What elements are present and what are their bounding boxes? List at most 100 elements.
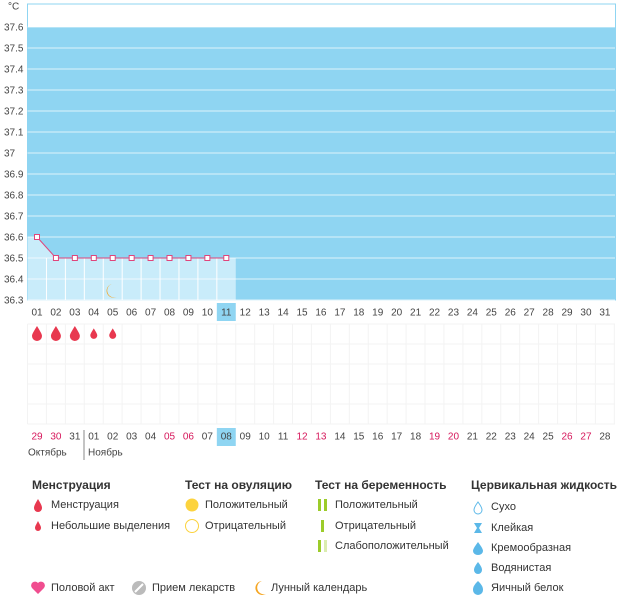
x-tick-label: 01	[31, 308, 43, 319]
cycle-day-label: 17	[391, 432, 403, 443]
cycle-day-label: 12	[296, 432, 308, 443]
x-tick-label: 16	[315, 308, 327, 319]
legend-item: Слабоположительный	[335, 540, 449, 552]
legend-icon	[473, 542, 483, 555]
y-tick-label: 36.4	[4, 275, 24, 286]
legend-title: Тест на беременность	[315, 478, 446, 492]
legend-item: Половой акт	[51, 582, 115, 594]
legend-item: Лунный календарь	[271, 582, 368, 594]
point	[223, 255, 230, 261]
legend-icon	[474, 562, 482, 574]
y-tick-label: 36.6	[4, 233, 24, 244]
point	[34, 234, 40, 240]
x-tick-label: 21	[410, 308, 422, 319]
cycle-day-label: 26	[561, 432, 573, 443]
cycle-day-label: 27	[580, 432, 592, 443]
cycle-day-label: 30	[50, 432, 62, 443]
legend-item: Яичный белок	[491, 582, 564, 594]
legend-icon	[474, 523, 482, 533]
point	[204, 255, 211, 261]
x-tick-label: 14	[278, 308, 290, 319]
area	[27, 237, 236, 300]
cycle-day-label: 20	[448, 432, 460, 443]
y-tick-label: 36.3	[4, 296, 24, 307]
x-tick-label: 23	[448, 308, 460, 319]
x-tick-label: 26	[505, 308, 517, 319]
cycle-day-label: 16	[372, 432, 384, 443]
cycle-day-label: 28	[599, 432, 611, 443]
legend-item: Положительный	[335, 499, 418, 511]
x-tick-label: 29	[561, 308, 573, 319]
cycle-day-label: 10	[259, 432, 271, 443]
x-tick-label: 18	[353, 308, 365, 319]
y-tick-label: 37.6	[4, 23, 24, 34]
legend-icon	[185, 498, 199, 512]
legend-item: Положительный	[205, 499, 288, 511]
y-tick-label: 37.3	[4, 86, 24, 97]
legend: Менструация Менструация Небольшие выделе…	[31, 478, 617, 595]
cycle-day-label: 19	[429, 432, 441, 443]
x-tick-label: 28	[543, 308, 555, 319]
cycle-day-label: 13	[315, 432, 327, 443]
cycle-day-label: 02	[107, 432, 119, 443]
cycle-day-label: 08	[221, 432, 233, 443]
legend-icon	[324, 540, 327, 552]
x-tick-label: 30	[580, 308, 592, 319]
x-tick-label: 13	[259, 308, 271, 319]
point	[71, 255, 78, 261]
day-highlight	[216, 303, 236, 321]
cycle-day-label: 04	[145, 432, 157, 443]
y-tick-label: 36.9	[4, 170, 24, 181]
y-tick-label: 37.2	[4, 107, 24, 118]
x-tick-label: 25	[486, 308, 498, 319]
legend-title: Менструация	[32, 478, 111, 492]
legend-title: Цервикальная жидкость	[471, 478, 617, 492]
legend-item: Прием лекарств	[152, 582, 235, 594]
y-axis-label: °C	[8, 2, 19, 13]
legend-item: Небольшие выделения	[51, 520, 170, 532]
legend-icon	[473, 581, 483, 595]
cycle-day-label: 14	[334, 432, 346, 443]
cycle-day-label: 03	[126, 432, 138, 443]
x-tick-label: 15	[296, 308, 308, 319]
cycle-day-label: 05	[164, 432, 176, 443]
x-tick-label: 02	[50, 308, 62, 319]
cycle-day-label: 15	[353, 432, 365, 443]
point	[147, 255, 154, 261]
y-tick-label: 37.4	[4, 65, 24, 76]
month-label: Октябрь	[28, 447, 67, 459]
menstruation-drop	[109, 328, 117, 339]
legend-icon	[34, 499, 42, 512]
x-tick-label: 12	[240, 308, 252, 319]
x-tick-label: 07	[145, 308, 157, 319]
cycle-day-label: 07	[202, 432, 214, 443]
point	[185, 255, 192, 261]
legend-icon	[473, 501, 483, 515]
point	[52, 255, 59, 261]
y-tick-label: 36.8	[4, 191, 24, 202]
y-tick-label: 37.5	[4, 44, 24, 55]
cycle-day-label: 25	[543, 432, 555, 443]
legend-icon	[255, 581, 266, 595]
legend-item: Отрицательный	[335, 520, 416, 532]
cycle-day-label: 22	[486, 432, 498, 443]
month-label: Ноябрь	[88, 447, 123, 459]
legend-icon	[318, 499, 321, 511]
legend-title: Тест на овуляцию	[185, 478, 292, 492]
cycle-day-label: 11	[278, 432, 289, 443]
x-tick-label: 10	[202, 308, 214, 319]
cycle-day-label: 24	[524, 432, 536, 443]
x-tick-label: 08	[164, 308, 176, 319]
legend-item: Кремообразная	[491, 542, 571, 554]
legend-item: Сухо	[491, 501, 516, 513]
x-tick-label: 03	[69, 308, 81, 319]
x-tick-label: 09	[183, 308, 195, 319]
cycle-day-label: 09	[240, 432, 252, 443]
legend-icon	[134, 583, 144, 593]
point	[90, 255, 97, 261]
x-tick-label: 04	[88, 308, 100, 319]
x-tick-label: 24	[467, 308, 479, 319]
legend-icon	[35, 521, 41, 531]
cycle-day-label: 23	[505, 432, 517, 443]
